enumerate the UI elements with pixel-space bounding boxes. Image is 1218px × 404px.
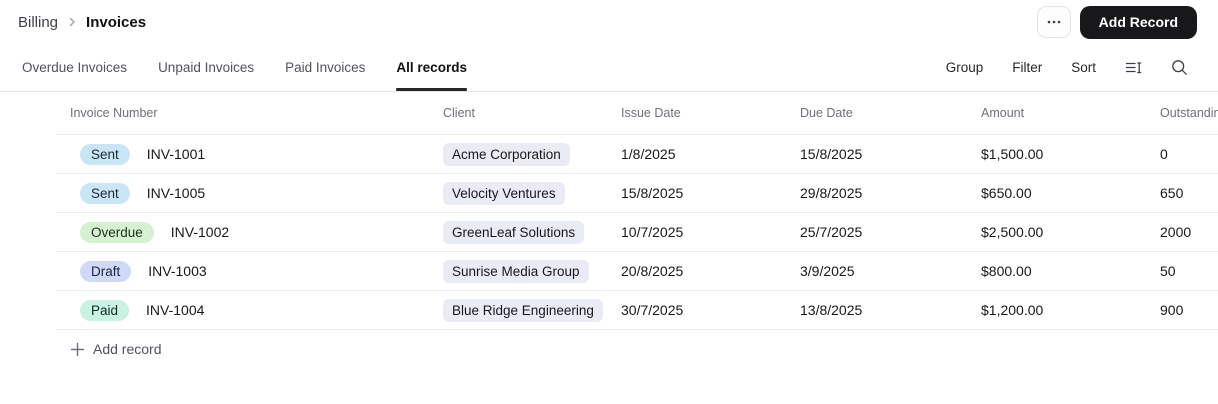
- view-tabs: Overdue Invoices Unpaid Invoices Paid In…: [22, 44, 467, 91]
- search-icon[interactable]: [1171, 59, 1188, 76]
- issue-date: 10/7/2025: [621, 224, 684, 240]
- invoice-number: INV-1005: [146, 185, 206, 201]
- column-header-due-date[interactable]: Due Date: [800, 106, 853, 120]
- client-chip: Blue Ridge Engineering: [443, 298, 603, 322]
- invoice-number: INV-1003: [148, 263, 207, 279]
- add-record-label: Add record: [93, 341, 162, 357]
- column-header-outstanding[interactable]: Outstanding: [1160, 106, 1218, 120]
- client-chip: GreenLeaf Solutions: [443, 220, 585, 244]
- outstanding: 2000: [1160, 224, 1192, 240]
- client-chip: Acme Corporation: [443, 142, 570, 166]
- status-badge: Overdue: [80, 221, 154, 243]
- invoice-number: INV-1002: [170, 224, 230, 240]
- status-badge: Draft: [80, 260, 132, 282]
- outstanding: 50: [1160, 263, 1176, 279]
- column-header-issue-date[interactable]: Issue Date: [621, 106, 681, 120]
- more-button[interactable]: [1036, 6, 1071, 38]
- topbar-actions: Add Record: [1036, 5, 1197, 39]
- table-row[interactable]: Sent INV-1001 Acme Corporation 1/8/2025 …: [56, 135, 1218, 174]
- ellipsis-icon: [1047, 20, 1061, 24]
- status-badge: Paid: [80, 299, 130, 321]
- issue-date: 20/8/2025: [621, 263, 684, 279]
- filter-button[interactable]: Filter: [1012, 60, 1043, 75]
- tab-all-records[interactable]: All records: [396, 44, 467, 91]
- table-row[interactable]: Overdue INV-1002 GreenLeaf Solutions 10/…: [56, 213, 1218, 252]
- invoice-number: INV-1001: [146, 146, 206, 162]
- due-date: 3/9/2025: [800, 263, 855, 279]
- tab-paid-invoices[interactable]: Paid Invoices: [285, 60, 366, 75]
- group-button[interactable]: Group: [945, 60, 984, 75]
- sort-button[interactable]: Sort: [1071, 60, 1096, 75]
- invoices-table: Invoice Number Client Issue Date Due Dat…: [56, 92, 1218, 368]
- tab-overdue-invoices[interactable]: Overdue Invoices: [22, 60, 128, 75]
- add-record-button[interactable]: Add Record: [1079, 5, 1197, 39]
- due-date: 29/8/2025: [800, 185, 863, 201]
- outstanding: 0: [1160, 146, 1168, 162]
- tab-unpaid-invoices[interactable]: Unpaid Invoices: [158, 60, 255, 75]
- amount: $2,500.00: [981, 224, 1044, 240]
- status-badge: Sent: [80, 143, 130, 165]
- column-header-client[interactable]: Client: [443, 106, 475, 120]
- view-controls: Group Filter Sort: [946, 44, 1188, 91]
- issue-date: 1/8/2025: [621, 146, 676, 162]
- breadcrumb-current: Invoices: [86, 13, 147, 31]
- outstanding: 900: [1160, 302, 1184, 318]
- status-badge: Sent: [80, 182, 130, 204]
- topbar: Billing Invoices Add Record: [0, 0, 1218, 44]
- client-chip: Velocity Ventures: [443, 181, 565, 205]
- issue-date: 15/8/2025: [621, 185, 684, 201]
- add-record-row[interactable]: Add record: [56, 330, 161, 368]
- row-order-icon[interactable]: [1125, 60, 1142, 76]
- tabs-bar: Overdue Invoices Unpaid Invoices Paid In…: [0, 44, 1218, 92]
- amount: $1,200.00: [981, 302, 1044, 318]
- table-row[interactable]: Draft INV-1003 Sunrise Media Group 20/8/…: [56, 252, 1218, 291]
- chevron-right-icon: [67, 17, 77, 27]
- due-date: 25/7/2025: [800, 224, 863, 240]
- due-date: 15/8/2025: [800, 146, 863, 162]
- column-header-invoice-number[interactable]: Invoice Number: [70, 106, 158, 120]
- invoice-number: INV-1004: [146, 302, 205, 318]
- table-header-row: Invoice Number Client Issue Date Due Dat…: [56, 92, 1218, 135]
- table-row[interactable]: Sent INV-1005 Velocity Ventures 15/8/202…: [56, 174, 1218, 213]
- breadcrumb-parent[interactable]: Billing: [18, 13, 59, 31]
- outstanding: 650: [1160, 185, 1184, 201]
- client-chip: Sunrise Media Group: [443, 259, 589, 283]
- table-row[interactable]: Paid INV-1004 Blue Ridge Engineering 30/…: [56, 291, 1218, 330]
- column-header-amount[interactable]: Amount: [981, 106, 1025, 120]
- due-date: 13/8/2025: [800, 302, 863, 318]
- amount: $800.00: [981, 263, 1032, 279]
- issue-date: 30/7/2025: [621, 302, 684, 318]
- breadcrumb: Billing Invoices: [18, 14, 146, 31]
- plus-icon: [70, 342, 85, 357]
- amount: $650.00: [981, 185, 1032, 201]
- amount: $1,500.00: [981, 146, 1044, 162]
